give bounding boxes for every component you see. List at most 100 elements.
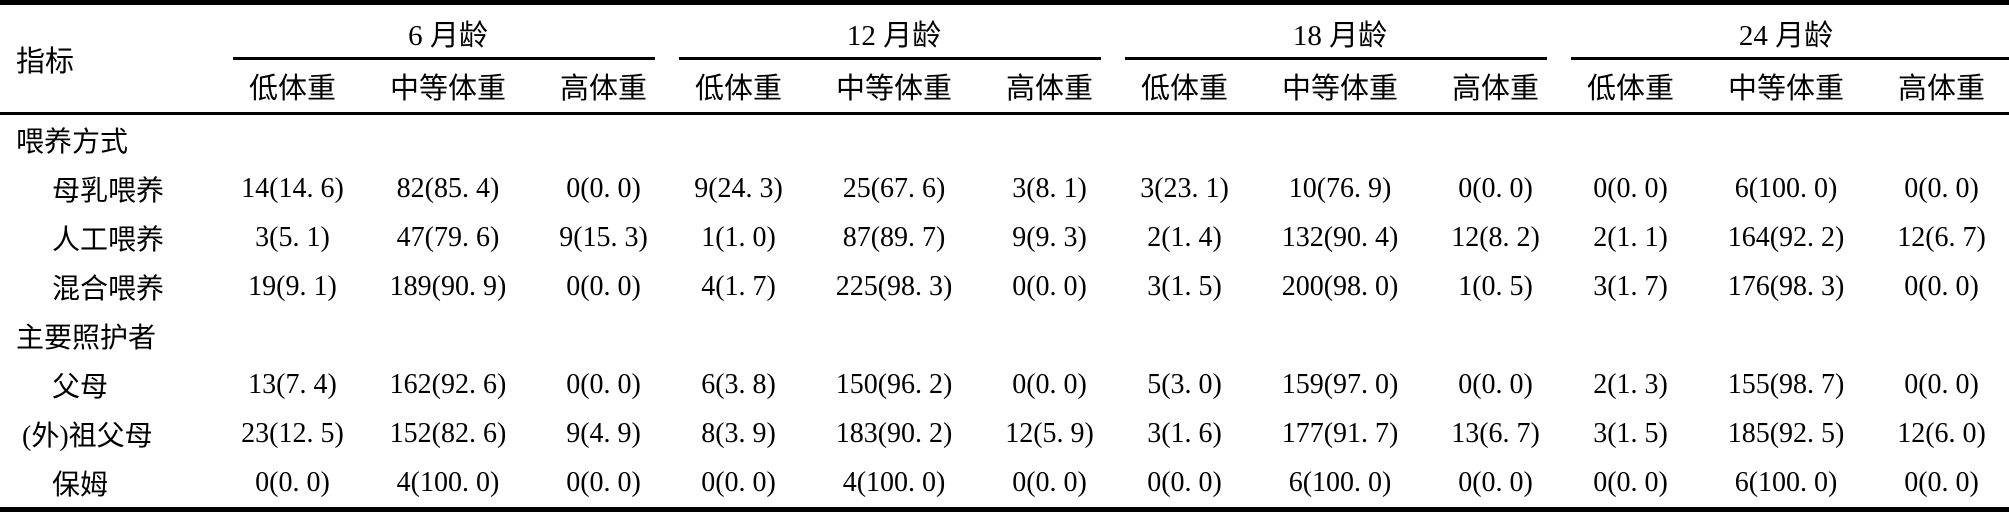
data-cell: 2(1. 1) — [1593, 221, 1668, 253]
data-cell: 12(6. 7) — [1897, 221, 1986, 253]
data-cell: 13(7. 4) — [248, 368, 337, 400]
sub-header-low-weight: 低体重 — [225, 60, 360, 115]
table-row: 保姆 0(0. 0) 4(100. 0) 0(0. 0) 0(0. 0) 4(100. 0… — [0, 458, 2009, 507]
table-row: 人工喂养 3(5. 1) 47(79. 6) 9(15. 3) 1(1. 0) 87(89… — [0, 213, 2009, 262]
row-label: 人工喂养 — [52, 224, 165, 256]
data-cell — [225, 311, 360, 360]
row-label: (外)祖父母 — [22, 420, 153, 452]
data-cell: 0(0. 0) — [1012, 270, 1087, 302]
data-cell — [536, 311, 671, 360]
data-cell: 159(97. 0) — [1281, 368, 1399, 400]
data-cell: 9(15. 3) — [559, 221, 648, 253]
table-row: 父母 13(7. 4) 162(92. 6) 0(0. 0) 6(3. 8) 150(96… — [0, 360, 2009, 409]
data-cell: 1(1. 0) — [701, 221, 776, 253]
group-header-6-months: 6 月龄 — [225, 5, 671, 60]
data-cell: 23(12. 5) — [241, 417, 344, 449]
data-cell — [1874, 114, 2009, 165]
data-cell: 0(0. 0) — [1147, 466, 1222, 498]
data-cell: 0(0. 0) — [1904, 270, 1979, 302]
data-cell — [1698, 311, 1874, 360]
table-row: 喂养方式 — [0, 114, 2009, 165]
data-cell: 150(96. 2) — [835, 368, 953, 400]
table-header: 指标 6 月龄 12 月龄 18 月龄 24 月龄 低体重 中等体重 高体重 低… — [0, 5, 2009, 115]
data-cell: 0(0. 0) — [1593, 172, 1668, 204]
data-cell — [671, 311, 806, 360]
data-cell: 4(1. 7) — [701, 270, 776, 302]
data-cell — [225, 114, 360, 165]
data-cell: 9(24. 3) — [694, 172, 783, 204]
data-cell: 183(90. 2) — [835, 417, 953, 449]
data-cell — [360, 114, 536, 165]
data-cell: 9(4. 9) — [566, 417, 641, 449]
data-cell — [1563, 311, 1698, 360]
data-cell — [536, 114, 671, 165]
data-cell: 0(0. 0) — [566, 466, 641, 498]
data-cell: 6(100. 0) — [1734, 466, 1838, 498]
data-table: 指标 6 月龄 12 月龄 18 月龄 24 月龄 低体重 中等体重 高体重 低… — [0, 5, 2009, 507]
sub-header-medium-weight: 中等体重 — [1252, 60, 1429, 115]
data-cell: 0(0. 0) — [1904, 172, 1979, 204]
data-cell: 5(3. 0) — [1147, 368, 1222, 400]
data-cell: 0(0. 0) — [1458, 172, 1533, 204]
data-cell: 177(91. 7) — [1281, 417, 1399, 449]
data-cell — [1252, 114, 1428, 165]
data-cell — [1698, 114, 1874, 165]
data-cell: 12(8. 2) — [1451, 221, 1540, 253]
data-cell — [982, 311, 1117, 360]
sub-header-low-weight: 低体重 — [1117, 60, 1253, 115]
data-cell: 2(1. 4) — [1147, 221, 1222, 253]
data-cell — [1428, 114, 1563, 165]
data-cell: 185(92. 5) — [1727, 417, 1845, 449]
row-label: 喂养方式 — [16, 126, 129, 158]
sub-header-high-weight: 高体重 — [982, 60, 1118, 115]
data-cell: 225(98. 3) — [835, 270, 953, 302]
data-cell — [806, 311, 982, 360]
sub-header-high-weight: 高体重 — [1874, 60, 2009, 115]
data-cell: 200(98. 0) — [1281, 270, 1399, 302]
data-cell: 6(100. 0) — [1288, 466, 1392, 498]
data-cell: 0(0. 0) — [1012, 466, 1087, 498]
sub-header-low-weight: 低体重 — [1563, 60, 1699, 115]
sub-header-low-weight: 低体重 — [671, 60, 807, 115]
data-cell: 3(8. 1) — [1012, 172, 1087, 204]
data-cell: 132(90. 4) — [1281, 221, 1399, 253]
data-cell: 0(0. 0) — [1458, 466, 1533, 498]
table-row: (外)祖父母 23(12. 5) 152(82. 6) 9(4. 9) 8(3. 9) 1… — [0, 409, 2009, 458]
data-cell — [1252, 311, 1428, 360]
data-cell: 3(23. 1) — [1140, 172, 1229, 204]
group-header-18-months: 18 月龄 — [1117, 5, 1563, 60]
data-cell: 82(85. 4) — [396, 172, 500, 204]
data-cell: 3(1. 7) — [1593, 270, 1668, 302]
data-cell: 0(0. 0) — [1904, 466, 1979, 498]
data-cell: 155(98. 7) — [1727, 368, 1845, 400]
data-cell: 14(14. 6) — [241, 172, 344, 204]
sub-header-medium-weight: 中等体重 — [360, 60, 536, 115]
data-cell — [671, 114, 806, 165]
data-cell: 0(0. 0) — [1458, 368, 1533, 400]
group-header-12-months: 12 月龄 — [671, 5, 1117, 60]
data-cell: 6(100. 0) — [1734, 172, 1838, 204]
table-row: 主要照护者 — [0, 311, 2009, 360]
table-body: 喂养方式 母乳喂养 14(14. 6) 82(85. 4) 0(0. 0) 9(24. 3… — [0, 114, 2009, 508]
data-cell: 1(0. 5) — [1458, 270, 1533, 302]
data-cell: 9(9. 3) — [1012, 221, 1087, 253]
data-cell — [1117, 311, 1252, 360]
sub-header-high-weight: 高体重 — [536, 60, 672, 115]
data-cell: 47(79. 6) — [396, 221, 500, 253]
data-cell: 4(100. 0) — [396, 466, 500, 498]
data-cell — [1117, 114, 1252, 165]
data-cell: 87(89. 7) — [842, 221, 946, 253]
group-header-row: 指标 6 月龄 12 月龄 18 月龄 24 月龄 — [0, 5, 2009, 115]
data-cell: 25(67. 6) — [842, 172, 946, 204]
data-cell: 3(1. 5) — [1147, 270, 1222, 302]
row-label: 混合喂养 — [52, 273, 165, 305]
data-cell: 0(0. 0) — [1904, 368, 1979, 400]
data-cell: 4(100. 0) — [842, 466, 946, 498]
data-cell: 189(90. 9) — [389, 270, 507, 302]
table-row: 混合喂养 19(9. 1) 189(90. 9) 0(0. 0) 4(1. 7) 225(… — [0, 262, 2009, 311]
data-cell: 0(0. 0) — [566, 368, 641, 400]
data-cell: 152(82. 6) — [389, 417, 507, 449]
data-cell: 3(5. 1) — [255, 221, 330, 253]
data-cell: 13(6. 7) — [1451, 417, 1540, 449]
